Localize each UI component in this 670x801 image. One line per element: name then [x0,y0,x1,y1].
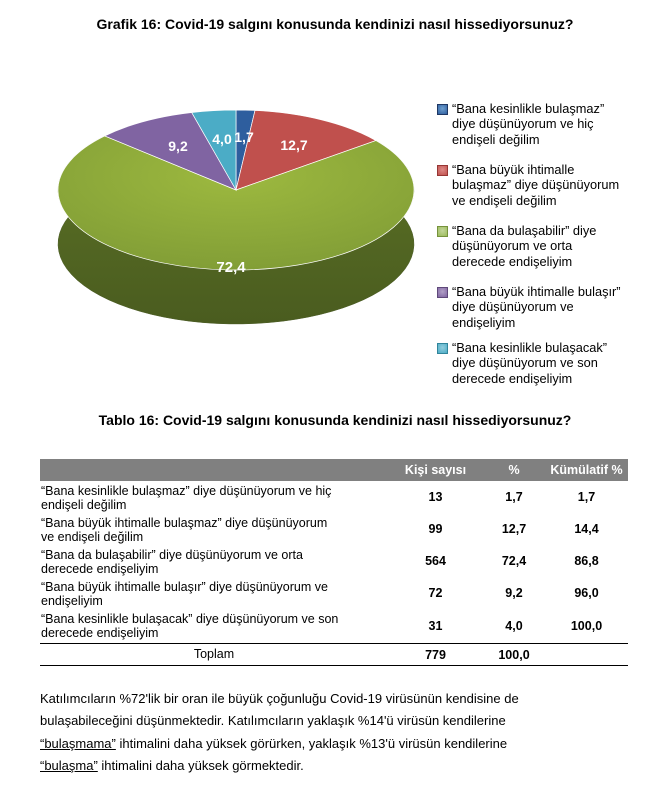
svg-text:9,2: 9,2 [168,138,188,154]
svg-text:12,7: 12,7 [280,137,307,153]
svg-text:72,4: 72,4 [216,259,246,276]
svg-text:1,7: 1,7 [234,129,254,145]
svg-text:4,0: 4,0 [212,131,232,147]
